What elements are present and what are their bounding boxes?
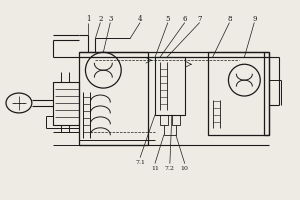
Text: 7.2: 7.2 <box>165 166 175 171</box>
Text: 4: 4 <box>138 15 142 23</box>
Text: 10: 10 <box>181 166 189 171</box>
Bar <box>53 82 79 125</box>
Text: 11: 11 <box>151 166 159 171</box>
Bar <box>208 52 269 135</box>
Text: 1: 1 <box>86 15 91 23</box>
Bar <box>155 57 185 115</box>
Text: 7: 7 <box>197 15 202 23</box>
Text: 8: 8 <box>227 15 232 23</box>
Text: 7.1: 7.1 <box>135 160 145 165</box>
Bar <box>160 115 168 125</box>
Text: 5: 5 <box>166 15 170 23</box>
Text: 9: 9 <box>252 15 256 23</box>
Bar <box>79 52 148 145</box>
Text: 6: 6 <box>182 15 187 23</box>
Bar <box>172 115 180 125</box>
Text: 2: 2 <box>98 15 103 23</box>
Text: 3: 3 <box>108 15 112 23</box>
